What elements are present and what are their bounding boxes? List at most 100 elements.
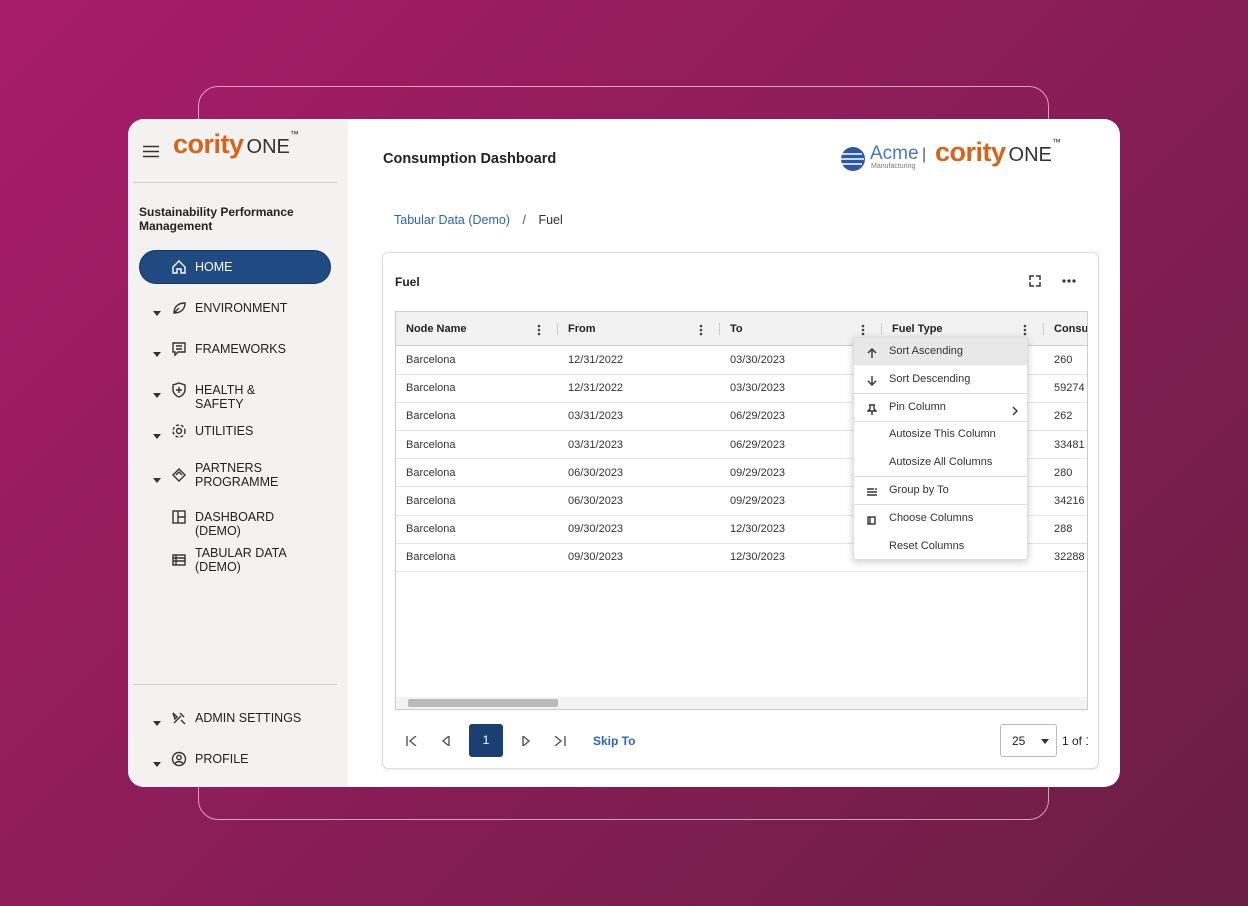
menu-icon — [866, 402, 878, 420]
nav-label[interactable]: FRAMEWORKS — [195, 342, 286, 356]
menu-item[interactable]: Pin Column — [889, 400, 946, 413]
table-cell: 09/29/2023 — [730, 495, 786, 507]
table-cell: 03/31/2023 — [568, 410, 624, 423]
nav-label[interactable]: DASHBOARD (DEMO) — [195, 510, 275, 538]
breadcrumb-current: Fuel — [538, 213, 563, 227]
table-cell: 262 — [1054, 410, 1073, 423]
table-cell: Barcelona — [406, 382, 456, 395]
section-title: Sustainability Performance Management — [139, 205, 294, 233]
column-header[interactable]: Node Name — [406, 323, 467, 335]
last-page[interactable] — [554, 736, 566, 746]
table-cell: 33481 — [1054, 438, 1085, 451]
table-cell: 06/29/2023 — [730, 410, 786, 423]
table-cell: 59274 — [1054, 382, 1085, 395]
menu-divider — [854, 392, 1027, 394]
nav-icon — [171, 341, 187, 362]
table-cell: 06/30/2023 — [568, 466, 624, 479]
table-cell: Barcelona — [406, 410, 456, 423]
nav-label[interactable]: HEALTH & SAFETY — [195, 383, 256, 411]
expand-caret — [153, 427, 161, 445]
column-header[interactable]: To — [730, 323, 743, 335]
column-separator — [881, 323, 882, 335]
menu-item[interactable]: Autosize This Column — [889, 428, 996, 441]
table-cell: 09/30/2023 — [568, 551, 624, 564]
menu-item[interactable]: Choose Columns — [889, 511, 974, 524]
row-divider — [396, 514, 1087, 516]
nav-icon — [171, 509, 187, 530]
breadcrumb-separator: / — [522, 213, 526, 227]
table-cell: 03/30/2023 — [730, 354, 786, 366]
logo-product: ONE — [246, 136, 290, 158]
current-page[interactable]: 1 — [469, 724, 503, 757]
menu-icon — [867, 374, 877, 392]
menu-item-highlight — [854, 338, 1027, 365]
cority-logo: cority ONE™ — [173, 129, 299, 160]
logo-product: ONE — [1008, 144, 1052, 166]
app-window: cority ONE™ Sustainability Performance Ma… — [128, 119, 1120, 787]
column-header[interactable]: Fuel Type — [892, 323, 943, 335]
page-title: Consumption Dashboard — [383, 151, 557, 167]
table-cell: Barcelona — [406, 523, 456, 536]
table-cell: 03/31/2023 — [568, 438, 624, 451]
row-divider — [396, 458, 1087, 460]
nav-item-active[interactable] — [139, 250, 331, 284]
nav-label[interactable]: ENVIRONMENT — [195, 301, 288, 315]
divider — [133, 182, 337, 183]
sidebar: cority ONE™ Sustainability Performance Ma… — [128, 119, 348, 787]
menu-item[interactable]: Group by To — [889, 484, 949, 496]
expand-caret — [153, 386, 161, 404]
row-divider — [396, 373, 1087, 375]
first-page[interactable] — [406, 736, 418, 746]
table-cell: 06/29/2023 — [730, 438, 786, 451]
table-panel: Fuel Node Name From To Fuel Type Consu Barcel… — [382, 252, 1099, 769]
column-header[interactable]: From — [568, 323, 596, 335]
nav-icon — [171, 300, 187, 321]
nav-label[interactable]: HOME — [195, 260, 233, 274]
row-divider — [396, 429, 1087, 431]
menu-icon — [867, 485, 877, 503]
nav-label[interactable]: UTILITIES — [195, 424, 254, 438]
logo-brand: cority — [173, 129, 244, 159]
panel-title: Fuel — [395, 275, 420, 289]
page-size[interactable]: 25 — [1000, 724, 1057, 757]
nav-label[interactable]: ADMIN SETTINGS — [195, 711, 302, 725]
page-size-value: 25 — [1012, 734, 1026, 748]
expand-button[interactable] — [1029, 275, 1041, 287]
nav-icon — [171, 751, 187, 772]
nav-icon — [171, 467, 187, 488]
nav-label[interactable]: PARTNERS PROGRAMME — [195, 461, 279, 489]
table-cell: Barcelona — [406, 495, 456, 507]
cority-logo: cority ONE™ — [935, 137, 1061, 168]
nav-icon — [171, 259, 187, 280]
nav-label[interactable]: TABULAR DATA (DEMO) — [195, 546, 286, 574]
nav-label[interactable]: PROFILE — [195, 752, 249, 766]
menu-button[interactable] — [143, 145, 159, 158]
more-button[interactable] — [1062, 279, 1076, 283]
nav-icon — [171, 423, 187, 444]
expand-caret — [153, 304, 161, 322]
menu-item[interactable]: Autosize All Columns — [889, 456, 993, 469]
page-range: 1 of 1 — [1062, 734, 1088, 748]
logo-brand: cority — [935, 137, 1006, 167]
divider — [133, 684, 337, 685]
menu-item[interactable]: Reset Columns — [889, 539, 965, 552]
menu-item[interactable]: Sort Ascending — [889, 345, 963, 357]
column-menu-button — [699, 323, 703, 341]
skip-to[interactable]: Skip To — [593, 734, 636, 748]
column-header[interactable]: Consu — [1054, 323, 1088, 335]
column-menu: Sort Ascending Sort Descending Pin Column A… — [853, 337, 1028, 560]
scrollbar[interactable] — [396, 697, 1087, 709]
column-menu-button — [861, 323, 865, 341]
next-page[interactable] — [522, 736, 530, 746]
pagination: 1 Skip To 25 1 of 1 — [395, 723, 1088, 759]
menu-item[interactable]: Sort Descending — [889, 372, 971, 385]
prev-page[interactable] — [442, 736, 450, 746]
table-cell: Barcelona — [406, 438, 456, 451]
breadcrumb-link[interactable]: Tabular Data (Demo) — [394, 213, 511, 227]
table-cell: 32288 — [1054, 551, 1085, 564]
table-cell: 09/30/2023 — [568, 523, 624, 536]
row-divider — [396, 401, 1087, 403]
table-cell: 12/30/2023 — [730, 523, 786, 536]
menu-icon — [867, 513, 877, 531]
logo-mark: ™ — [1051, 137, 1061, 147]
